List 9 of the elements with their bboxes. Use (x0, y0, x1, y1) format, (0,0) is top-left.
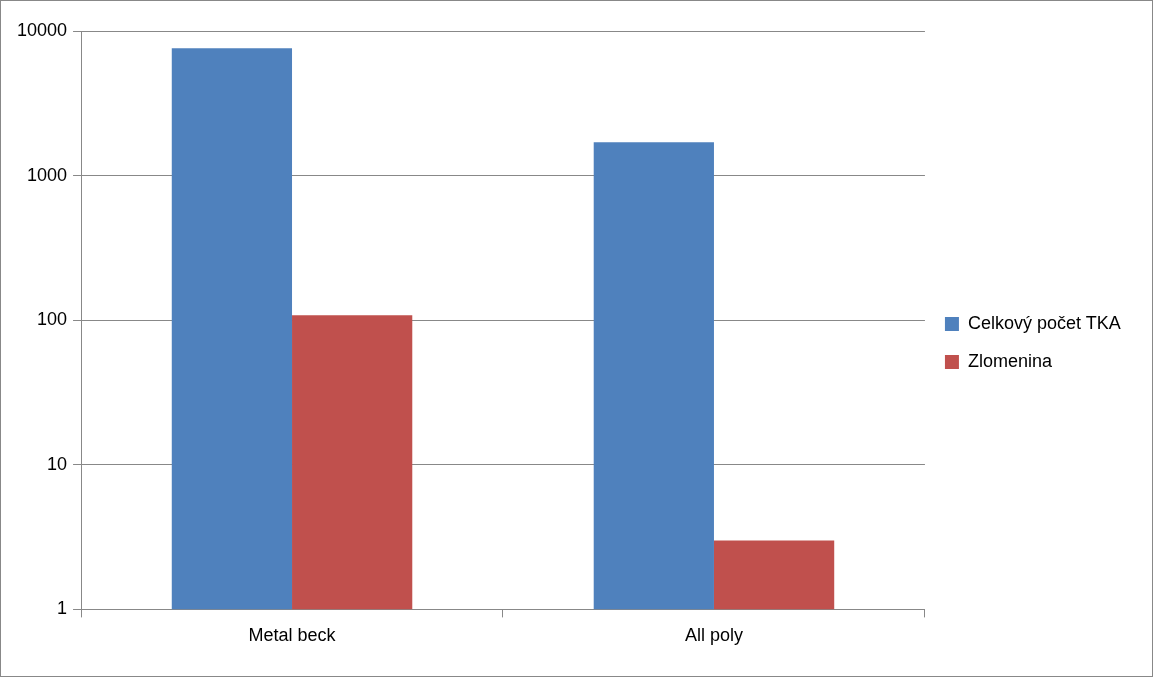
x-tick-label: All poly (684, 625, 743, 646)
x-tick-label: Metal beck (248, 625, 337, 646)
y-tick-label: 1 (57, 598, 68, 619)
legend-label: Zlomenina (967, 350, 1053, 371)
y-tick-label: 10 (47, 453, 68, 474)
y-tick-label: 10000 (16, 19, 68, 40)
y-tick-label: 100 (37, 309, 68, 330)
legend-label: Celkový počet TKA (967, 312, 1121, 333)
y-tick-label: 1000 (27, 164, 68, 185)
